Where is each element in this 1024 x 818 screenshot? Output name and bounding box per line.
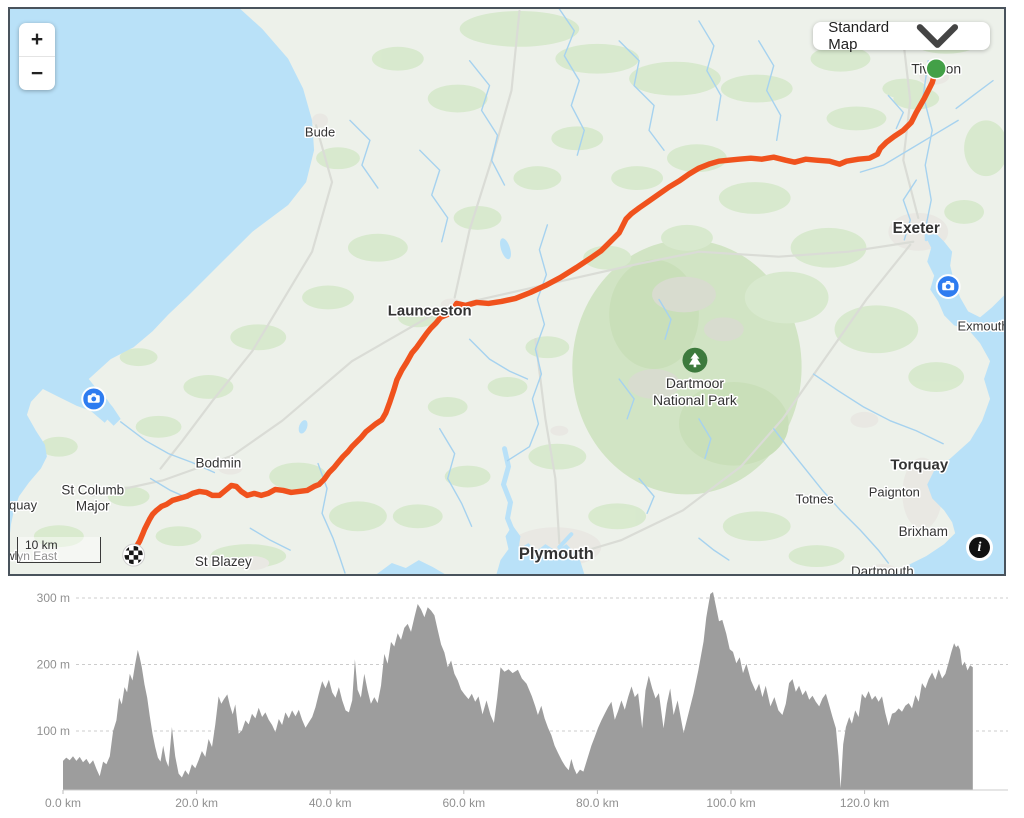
map-label-exeter: Exeter [893, 220, 940, 237]
scale-label: 10 km [25, 538, 58, 552]
info-icon: i [969, 537, 990, 558]
map-label-totnes: Totnes [795, 491, 833, 506]
map-canvas[interactable]: Bude Launceston Bodmin St Columb Major St Bla… [8, 7, 1006, 576]
map-label-st-newlyn-east: St Newlyn East [10, 549, 58, 563]
map-label-major: Major [76, 498, 110, 513]
map-label-newquay: Newquay [10, 497, 38, 512]
chevron-down-icon [916, 24, 959, 48]
map-label-exmouth: Exmouth [958, 318, 1004, 333]
map-label-brixham: Brixham [899, 524, 948, 539]
elevation-y-tick-label: 300 m [37, 591, 70, 605]
map-label-national-park: National Park [653, 392, 737, 408]
elevation-x-tick-label: 20.0 km [175, 796, 218, 810]
route-path [130, 65, 939, 558]
map-label-bodmin: Bodmin [196, 456, 242, 471]
elevation-x-tick-label: 40.0 km [309, 796, 352, 810]
map-label-launceston: Launceston [388, 302, 472, 319]
photo-marker-1[interactable] [81, 386, 107, 412]
map-marker-layer [81, 57, 961, 566]
map-style-label: Standard Map [828, 19, 890, 53]
map-label-paignton: Paignton [869, 484, 920, 499]
elevation-x-tick-label: 120.0 km [840, 796, 889, 810]
elevation-x-tick-label: 80.0 km [576, 796, 619, 810]
elevation-chart[interactable]: 100 m 200 m 300 m 0.0 km 20.0 km 40.0 km 60.0 … [0, 578, 1024, 818]
map-style-dropdown[interactable]: Standard Map [813, 19, 990, 53]
zoom-in-button[interactable]: + [30, 27, 44, 51]
elevation-x-tick-label: 60.0 km [442, 796, 485, 810]
zoom-out-button[interactable]: − [19, 56, 55, 90]
map-estuaries [500, 223, 928, 550]
map-label-dartmoor: Dartmoor [666, 375, 725, 391]
map-label-torquay: Torquay [890, 457, 949, 474]
elevation-x-tick-label: 0.0 km [45, 796, 81, 810]
elevation-y-tick-label: 200 m [37, 658, 70, 672]
route-start-marker [925, 57, 947, 80]
elevation-area[interactable] [63, 592, 973, 790]
photo-marker-0[interactable] [935, 274, 961, 299]
map-label-dartmouth: Dartmouth [851, 564, 914, 574]
map-label-st-blazey: St Blazey [195, 554, 252, 569]
route-finish-marker [123, 544, 145, 566]
map-rivers [119, 9, 994, 574]
elevation-y-tick-label: 100 m [37, 724, 70, 738]
map-label-st-columb: St Columb [61, 482, 124, 497]
route-layer [130, 65, 939, 558]
zoom-control: + − [19, 23, 55, 90]
map-label-plymouth: Plymouth [519, 545, 594, 563]
attribution-info-button[interactable]: i [966, 534, 993, 561]
national-park-icon [682, 347, 708, 373]
elevation-x-tick-label: 100.0 km [706, 796, 755, 810]
map-label-bude: Bude [305, 124, 335, 139]
map-scale-bar: 10 km [17, 537, 101, 563]
